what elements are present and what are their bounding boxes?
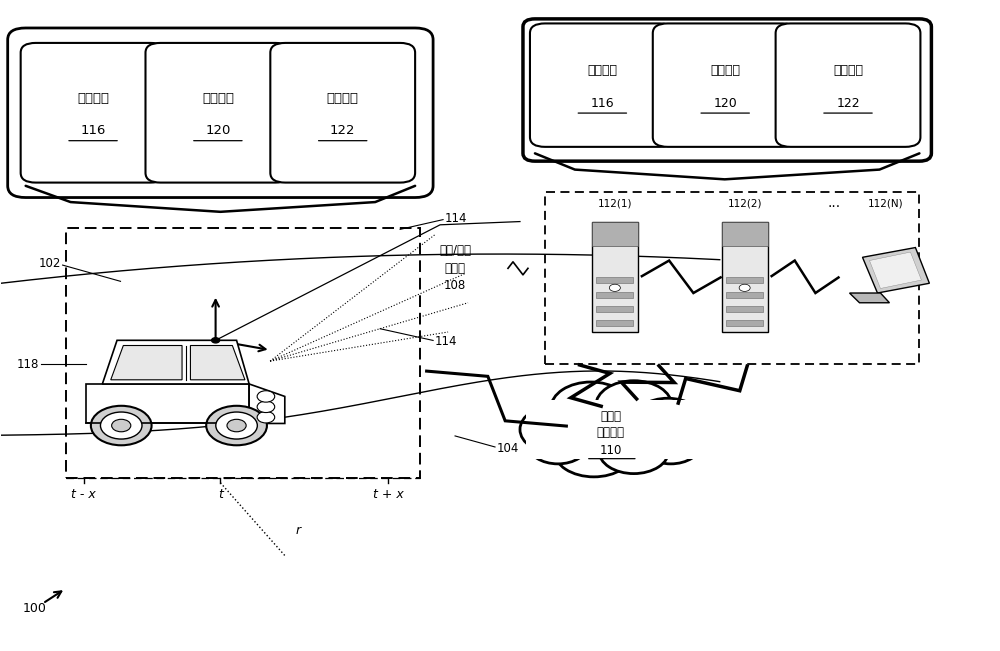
Circle shape (257, 411, 275, 423)
Text: t: t (218, 488, 223, 501)
Text: t + x: t + x (373, 488, 404, 501)
FancyBboxPatch shape (530, 23, 675, 147)
Circle shape (227, 419, 246, 432)
Text: 112(2): 112(2) (727, 199, 762, 208)
Text: 校准模块: 校准模块 (202, 92, 234, 105)
Text: 一个或: 一个或 (600, 410, 621, 423)
Bar (726, 306, 763, 312)
Text: 110: 110 (600, 445, 622, 458)
Bar (592, 221, 638, 332)
FancyBboxPatch shape (270, 43, 415, 182)
Bar (596, 306, 633, 312)
Circle shape (257, 391, 275, 402)
Text: 轨迹模块: 轨迹模块 (587, 64, 617, 77)
Text: 116: 116 (80, 124, 106, 137)
Polygon shape (862, 247, 929, 293)
Circle shape (520, 405, 596, 454)
Circle shape (206, 406, 267, 445)
Circle shape (641, 425, 701, 464)
Circle shape (551, 382, 631, 434)
Text: 多个网络: 多个网络 (597, 426, 625, 439)
Circle shape (91, 406, 152, 445)
Bar (526, 400, 706, 459)
Bar (722, 221, 768, 332)
Bar (726, 292, 763, 298)
Circle shape (739, 284, 750, 292)
Circle shape (257, 401, 275, 413)
Text: 112(N): 112(N) (868, 199, 903, 208)
Circle shape (212, 338, 220, 343)
Polygon shape (249, 384, 285, 423)
Circle shape (596, 381, 672, 430)
Text: 校准/定位: 校准/定位 (439, 244, 471, 257)
Text: 服务器: 服务器 (445, 262, 466, 275)
Text: 定位模块: 定位模块 (833, 64, 863, 77)
FancyBboxPatch shape (21, 43, 165, 182)
Circle shape (112, 419, 131, 432)
FancyBboxPatch shape (145, 43, 290, 182)
Polygon shape (190, 346, 245, 380)
Text: 122: 122 (836, 97, 860, 110)
Circle shape (554, 425, 634, 477)
Text: 118: 118 (16, 358, 39, 371)
Text: 102: 102 (38, 257, 61, 270)
Text: 120: 120 (205, 124, 231, 137)
Text: 112(1): 112(1) (598, 199, 632, 208)
Text: 120: 120 (713, 97, 737, 110)
Bar (86, 384, 249, 423)
Circle shape (216, 412, 257, 439)
Polygon shape (102, 340, 249, 384)
Text: 校准模块: 校准模块 (710, 64, 740, 77)
Text: t - x: t - x (71, 488, 96, 501)
Polygon shape (111, 346, 182, 380)
FancyBboxPatch shape (653, 23, 798, 147)
Text: ...: ... (828, 197, 841, 210)
Bar (596, 277, 633, 283)
Text: 114: 114 (445, 212, 468, 225)
Text: 122: 122 (330, 124, 355, 137)
Text: 106: 106 (207, 44, 234, 59)
Bar (722, 221, 768, 246)
Circle shape (633, 398, 703, 444)
Circle shape (599, 428, 669, 474)
Bar (596, 320, 633, 326)
Bar (592, 221, 638, 246)
Text: 104: 104 (497, 443, 519, 456)
Bar (596, 292, 633, 298)
FancyBboxPatch shape (545, 192, 919, 365)
Bar (726, 277, 763, 283)
Text: r: r (295, 523, 300, 536)
FancyBboxPatch shape (776, 23, 920, 147)
Text: 轨迹模块: 轨迹模块 (77, 92, 109, 105)
Polygon shape (850, 293, 889, 303)
Bar (66, 228, 420, 478)
Text: 定位模块: 定位模块 (327, 92, 359, 105)
Text: 116: 116 (591, 97, 614, 110)
Text: 108: 108 (444, 279, 466, 292)
Polygon shape (869, 252, 921, 288)
FancyBboxPatch shape (8, 28, 433, 197)
Circle shape (100, 412, 142, 439)
FancyBboxPatch shape (523, 19, 931, 161)
Circle shape (609, 284, 620, 292)
Circle shape (528, 425, 588, 464)
Bar (726, 320, 763, 326)
Text: 114: 114 (435, 335, 458, 348)
Text: 100: 100 (23, 602, 47, 615)
